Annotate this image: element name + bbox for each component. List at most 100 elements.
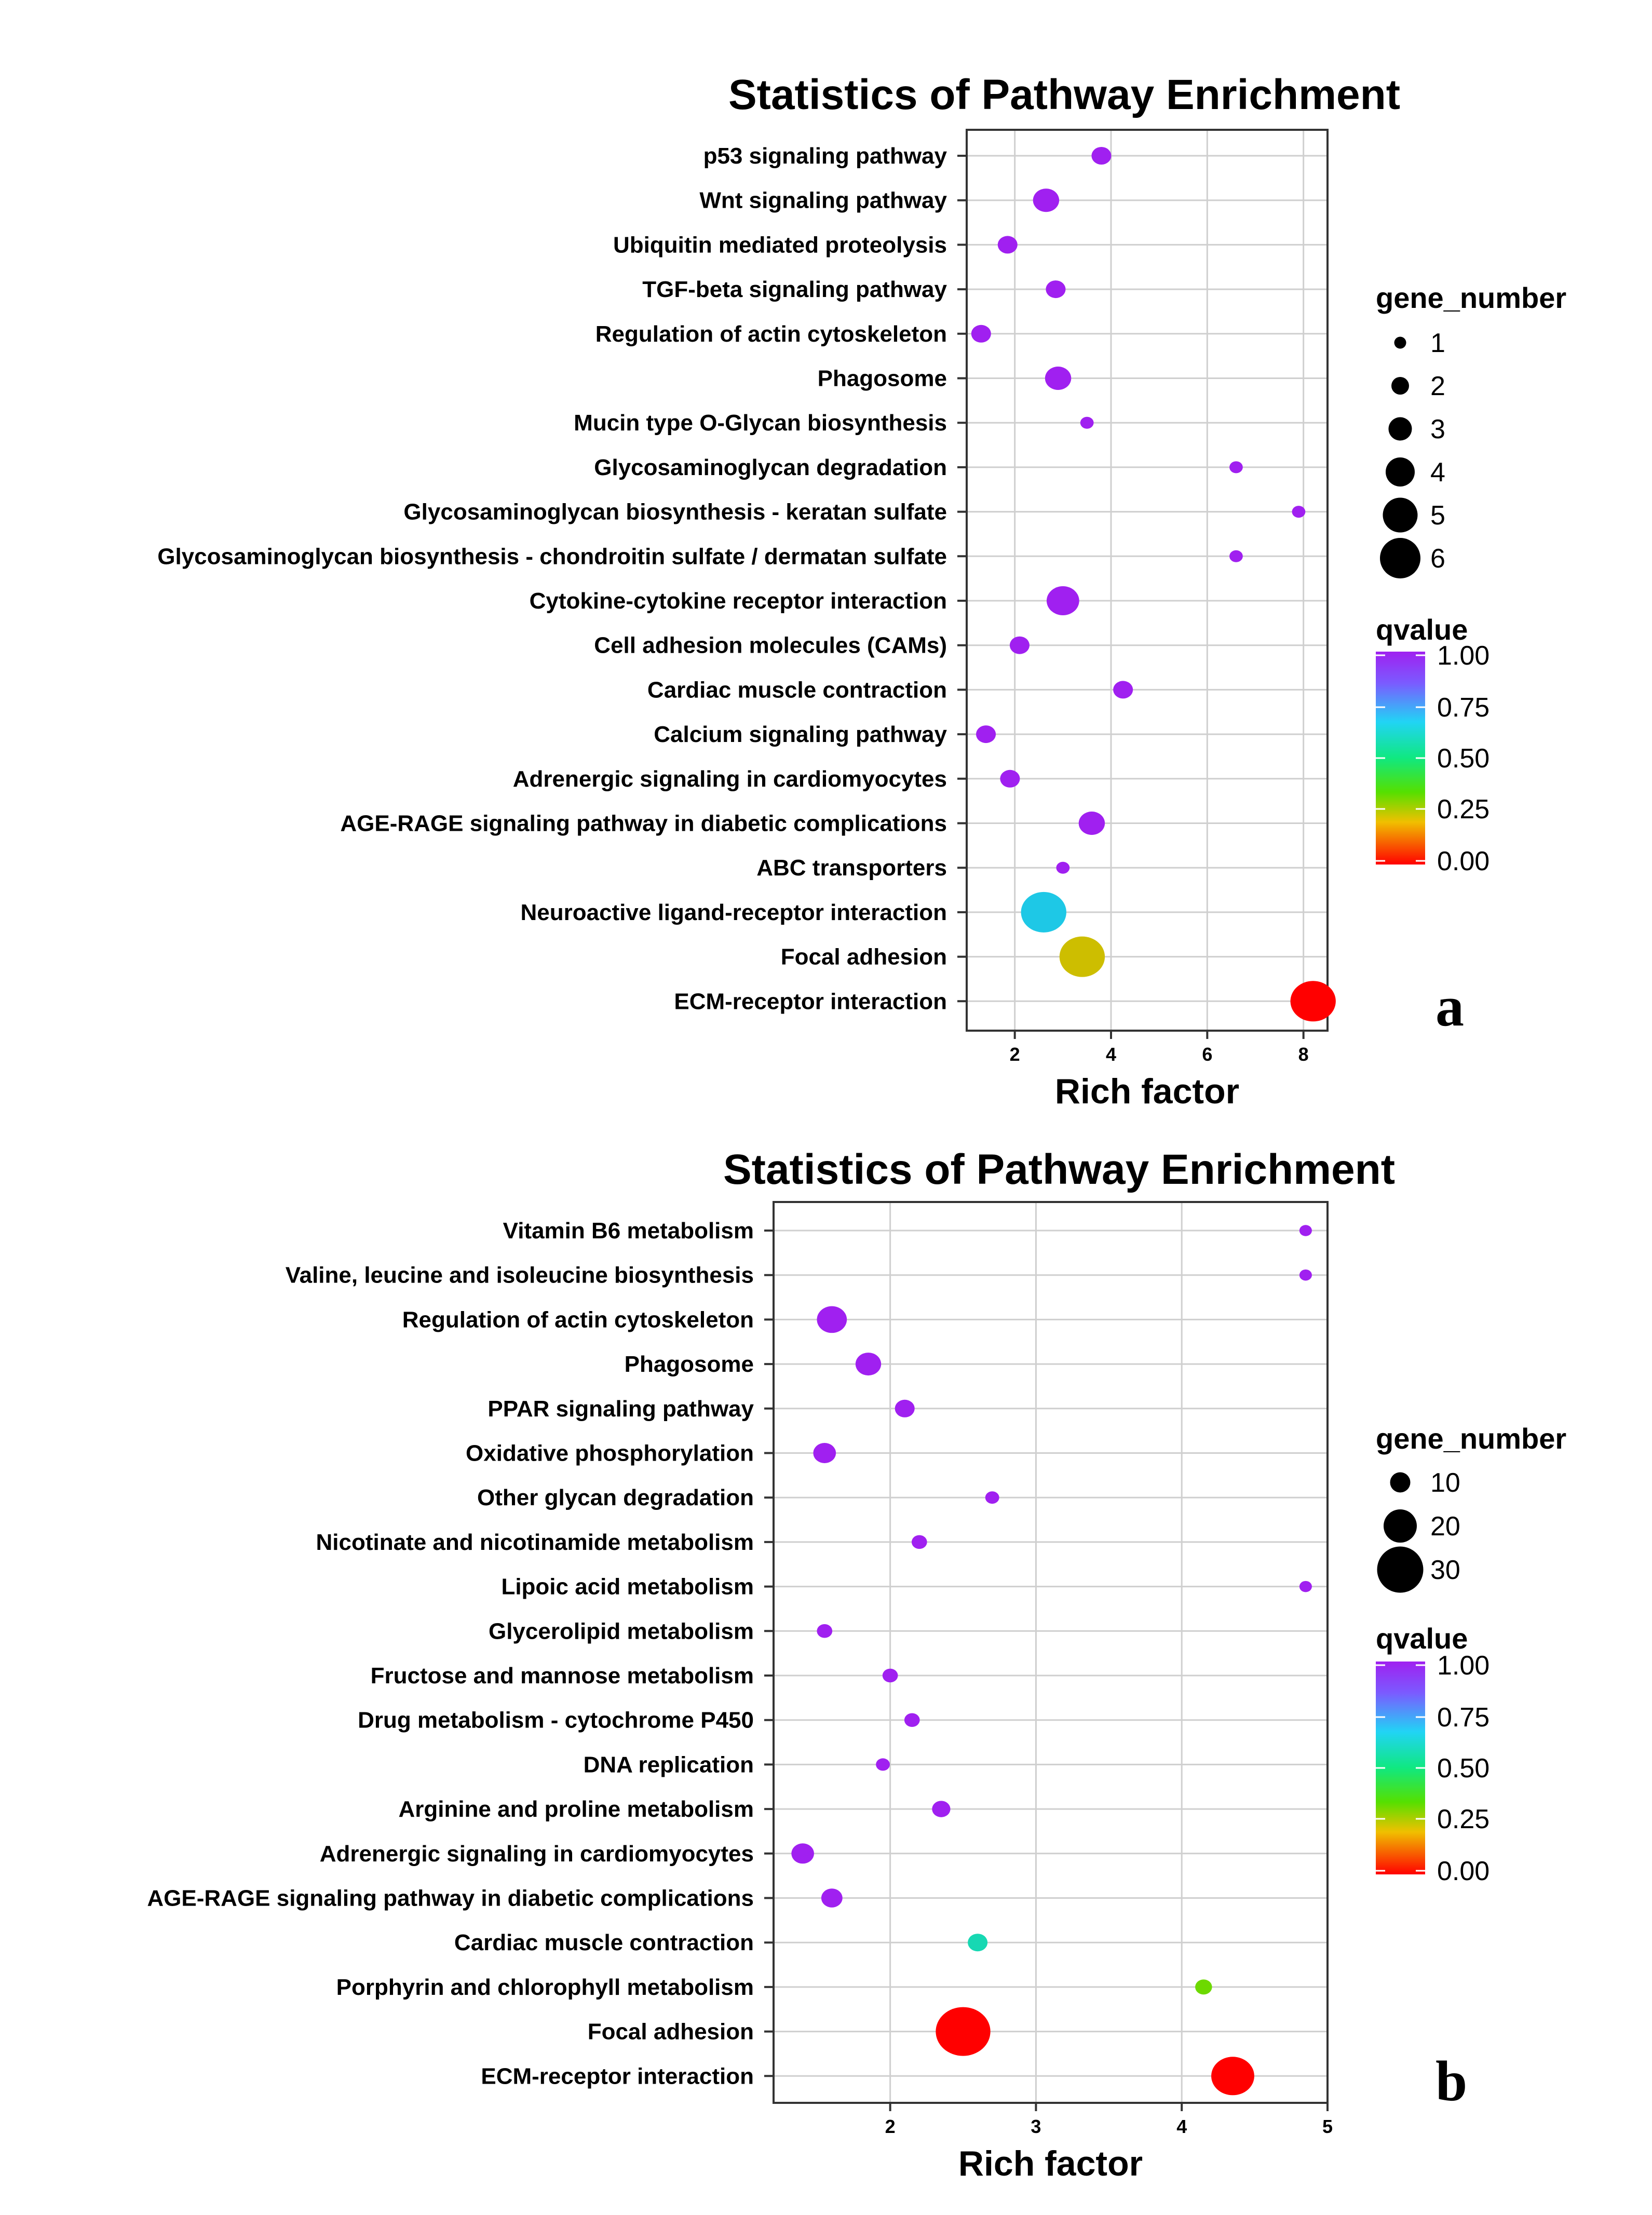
pathway-label: Fructose and mannose metabolism xyxy=(371,1663,754,1689)
size-legend-label: 3 xyxy=(1430,414,1445,444)
size-legend-label: 6 xyxy=(1430,544,1445,574)
color-legend-title: qvalue xyxy=(1376,1622,1468,1655)
pathway-label: Neuroactive ligand-receptor interaction xyxy=(520,900,947,925)
size-legend-dot xyxy=(1394,336,1406,349)
size-legend-dot xyxy=(1384,1509,1417,1543)
size-legend-title: gene_number xyxy=(1376,1422,1566,1455)
size-legend-dot xyxy=(1383,497,1418,533)
pathway-label: Adrenergic signaling in cardiomyocytes xyxy=(320,1841,754,1867)
x-tick-label: 4 xyxy=(1106,1044,1116,1065)
color-legend-label: 0.00 xyxy=(1437,1856,1489,1886)
color-legend-label: 0.50 xyxy=(1437,1753,1489,1784)
pathway-label: TGF-beta signaling pathway xyxy=(642,277,947,302)
data-point xyxy=(882,1668,898,1683)
data-point xyxy=(1229,461,1243,474)
chart-title: Statistics of Pathway Enrichment xyxy=(723,1146,1395,1193)
pathway-label: Drug metabolism - cytochrome P450 xyxy=(358,1708,754,1733)
data-point xyxy=(1046,280,1066,299)
chart-panel-a: Statistics of Pathway Enrichment p53 sign… xyxy=(157,71,1566,1111)
data-point xyxy=(936,2007,991,2056)
pathway-label: AGE-RAGE signaling pathway in diabetic c… xyxy=(340,811,947,836)
data-point xyxy=(1046,586,1079,615)
chart-panel-b: Statistics of Pathway Enrichment Vitamin … xyxy=(147,1146,1566,2183)
data-point xyxy=(976,725,996,744)
data-point xyxy=(1229,550,1243,562)
pathway-label: Ubiquitin mediated proteolysis xyxy=(613,232,947,258)
color-legend-label: 0.50 xyxy=(1437,744,1489,774)
pathway-label: Cytokine-cytokine receptor interaction xyxy=(530,588,947,614)
size-legend-label: 1 xyxy=(1430,328,1445,358)
data-point xyxy=(985,1491,999,1504)
data-point xyxy=(855,1353,882,1376)
pathway-label: Glycosaminoglycan biosynthesis - chondro… xyxy=(157,544,947,569)
data-point xyxy=(1195,1979,1212,1995)
pathway-label: p53 signaling pathway xyxy=(703,143,947,169)
data-point xyxy=(1211,2057,1254,2096)
x-tick-label: 6 xyxy=(1202,1044,1212,1065)
pathway-label: Lipoic acid metabolism xyxy=(501,1574,754,1600)
data-point xyxy=(904,1713,920,1727)
data-point xyxy=(1292,506,1306,518)
pathway-label: Focal adhesion xyxy=(588,2019,754,2045)
data-point xyxy=(817,1624,833,1638)
pathway-label: Oxidative phosphorylation xyxy=(466,1441,754,1466)
pathway-label: Phagosome xyxy=(818,366,947,391)
pathway-label: Other glycan degradation xyxy=(477,1485,754,1510)
plot-frame xyxy=(773,1201,1329,2104)
data-point xyxy=(1290,981,1336,1022)
data-point xyxy=(895,1399,915,1417)
size-legend-label: 20 xyxy=(1430,1511,1460,1542)
data-point xyxy=(1033,188,1060,212)
pathway-label: Calcium signaling pathway xyxy=(654,722,947,747)
pathway-label: DNA replication xyxy=(584,1752,754,1777)
x-tick-label: 5 xyxy=(1322,2116,1333,2137)
pathway-label: Mucin type O-Glycan biosynthesis xyxy=(574,410,947,436)
pathway-label: ECM-receptor interaction xyxy=(674,989,947,1014)
x-tick-label: 3 xyxy=(1031,2116,1041,2137)
pathway-label: Adrenergic signaling in cardiomyocytes xyxy=(513,766,947,792)
data-point xyxy=(813,1443,836,1463)
panel-letter: b xyxy=(1436,2049,1467,2113)
data-point xyxy=(1080,416,1094,429)
data-point xyxy=(876,1758,890,1771)
color-legend-label: 0.25 xyxy=(1437,1804,1489,1834)
color-legend-label: 1.00 xyxy=(1437,1651,1489,1681)
pathway-label: Nicotinate and nicotinamide metabolism xyxy=(316,1530,754,1555)
size-legend-dot xyxy=(1390,1472,1411,1493)
color-legend-label: 0.00 xyxy=(1437,846,1489,876)
data-point xyxy=(997,236,1018,254)
pathway-label: Regulation of actin cytoskeleton xyxy=(402,1307,754,1332)
data-point xyxy=(821,1888,843,1908)
data-point xyxy=(1078,812,1105,835)
size-legend-label: 2 xyxy=(1430,371,1445,401)
pathway-label: Regulation of actin cytoskeleton xyxy=(595,321,947,347)
pathway-label: AGE-RAGE signaling pathway in diabetic c… xyxy=(147,1886,754,1911)
pathway-label: Cell adhesion molecules (CAMs) xyxy=(594,633,947,658)
data-point xyxy=(1021,892,1066,933)
pathway-label: Porphyrin and chlorophyll metabolism xyxy=(336,1975,754,2000)
data-point xyxy=(1045,367,1072,390)
data-point xyxy=(1059,936,1105,977)
data-point xyxy=(791,1843,814,1864)
data-point xyxy=(1113,681,1133,699)
pathway-label: Valine, leucine and isoleucine biosynthe… xyxy=(286,1263,754,1288)
x-tick-label: 4 xyxy=(1176,2116,1187,2137)
data-point xyxy=(932,1801,951,1817)
data-point xyxy=(968,1934,988,1952)
size-legend-label: 5 xyxy=(1430,501,1445,531)
panel-letter: a xyxy=(1436,975,1464,1038)
data-point xyxy=(971,325,991,343)
pathway-label: Wnt signaling pathway xyxy=(699,188,947,213)
pathway-label: ABC transporters xyxy=(756,855,947,881)
x-tick-label: 8 xyxy=(1298,1044,1309,1065)
color-legend-label: 1.00 xyxy=(1437,641,1489,671)
size-legend-label: 4 xyxy=(1430,457,1445,488)
data-point xyxy=(1299,1269,1312,1281)
size-legend-label: 30 xyxy=(1430,1555,1460,1585)
x-tick-label: 2 xyxy=(1010,1044,1020,1065)
size-legend-dot xyxy=(1380,538,1420,578)
x-axis-label: Rich factor xyxy=(1055,1072,1239,1111)
data-point xyxy=(911,1535,927,1549)
pathway-label: PPAR signaling pathway xyxy=(488,1396,754,1422)
